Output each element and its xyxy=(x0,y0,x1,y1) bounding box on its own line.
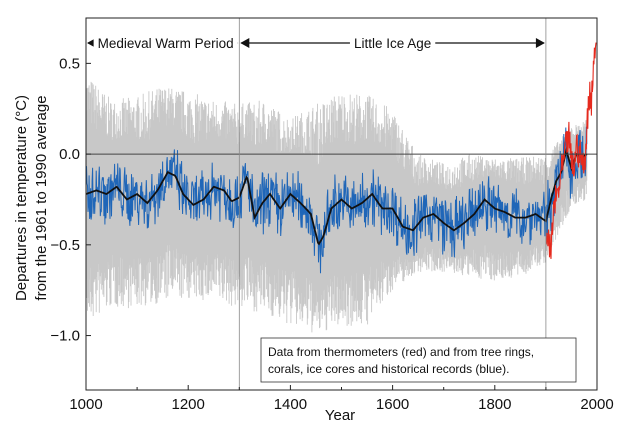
little-ice-age-arrow-left xyxy=(240,38,250,48)
little-ice-age-label: Little Ice Age xyxy=(354,36,431,51)
thermometer-series-layer xyxy=(545,42,597,259)
medieval-warm-period-label: Medieval Warm Period xyxy=(98,36,234,51)
x-tick-label-1800: 1800 xyxy=(478,396,511,413)
medieval-warm-period-label-bg xyxy=(93,33,238,52)
y-axis-title-line-1: Departures in temperature (°C) xyxy=(13,95,30,301)
y-axis-title-line-2: from the 1961 to 1990 average xyxy=(33,95,50,300)
x-tick-label-2000: 2000 xyxy=(580,396,613,413)
x-tick-label-1600: 1600 xyxy=(376,396,409,413)
annotation-line-1: Data from thermometers (red) and from tr… xyxy=(268,345,534,359)
y-tick-label-1: 0.0 xyxy=(59,146,80,163)
axes-layer xyxy=(85,17,598,391)
smoothed-series-layer xyxy=(85,147,588,246)
smoothed-series-line xyxy=(85,147,588,246)
y-tick-label-3: −1.0 xyxy=(50,328,80,345)
annotation-line-2: corals, ice cores and historical records… xyxy=(268,362,509,376)
proxy-series-line xyxy=(85,126,588,274)
x-tick-label-1000: 1000 xyxy=(69,396,102,413)
x-tick-label-1400: 1400 xyxy=(274,396,307,413)
y-tick-label-0: 0.5 xyxy=(59,55,80,72)
little-ice-age-label-bg xyxy=(349,33,436,52)
period-annotations: Medieval Warm Period Little Ice Age xyxy=(87,33,545,52)
y-axis-title: Departures in temperature (°C) xyxy=(13,95,30,301)
thermometer-series-line xyxy=(545,42,597,259)
data-source-annotation: Data from thermometers (red) and from tr… xyxy=(260,337,577,383)
y-tick-label-2: −0.5 xyxy=(50,237,80,254)
little-ice-age-arrow-right xyxy=(535,38,545,48)
x-tick-labels: 1000 1200 1400 1600 1800 2000 xyxy=(69,396,613,413)
y-axis-title-2: from the 1961 to 1990 average xyxy=(33,95,50,300)
annotation-box xyxy=(260,337,577,383)
y-tick-labels: 0.5 0.0 −0.5 −1.0 xyxy=(50,55,80,344)
x-tick-label-1200: 1200 xyxy=(172,396,205,413)
x-axis-title: Year xyxy=(325,407,355,424)
proxy-series-layer xyxy=(85,126,588,274)
